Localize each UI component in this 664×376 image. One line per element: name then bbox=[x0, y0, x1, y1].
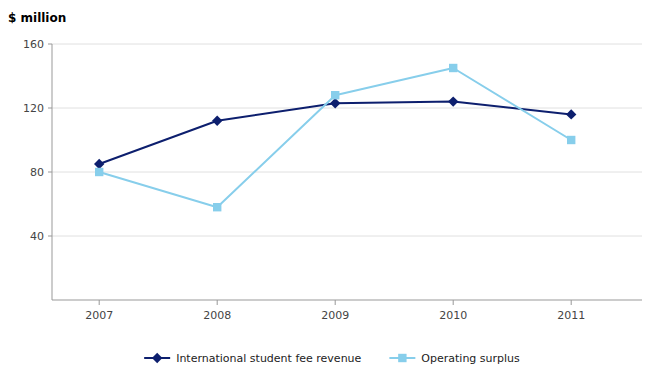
y-tick-label: 40 bbox=[30, 230, 44, 243]
point bbox=[448, 96, 458, 106]
y-tick bbox=[48, 108, 52, 109]
y-tick bbox=[48, 236, 52, 237]
y-axis-line bbox=[52, 44, 53, 300]
y-tick-label: 80 bbox=[30, 166, 44, 179]
y-tick bbox=[48, 44, 52, 45]
y-tick bbox=[48, 172, 52, 173]
x-tick-label: 2008 bbox=[203, 309, 231, 322]
legend-label: Operating surplus bbox=[421, 352, 520, 365]
point bbox=[449, 64, 457, 72]
x-tick bbox=[335, 300, 336, 305]
plot-marks bbox=[94, 64, 576, 212]
x-tick-label: 2011 bbox=[557, 309, 585, 322]
x-tick bbox=[571, 300, 572, 305]
x-tick bbox=[99, 300, 100, 305]
y-axis-label: $ million bbox=[8, 11, 66, 25]
point bbox=[213, 203, 221, 211]
grid-line bbox=[52, 44, 642, 45]
chart: 40 80 120 160 2007 2008 2009 2010 2011 $ million I… bbox=[0, 0, 664, 376]
point bbox=[95, 168, 103, 176]
legend: International student fee revenue Operati… bbox=[144, 352, 520, 365]
y-tick-label: 160 bbox=[23, 38, 44, 51]
point bbox=[94, 159, 104, 169]
point bbox=[567, 136, 575, 144]
x-tick-label: 2010 bbox=[439, 309, 467, 322]
point bbox=[212, 116, 222, 126]
x-axis-line bbox=[52, 300, 642, 301]
x-tick-label: 2007 bbox=[85, 309, 113, 322]
grid-line bbox=[52, 172, 642, 173]
grid-line bbox=[52, 108, 642, 109]
point bbox=[566, 109, 576, 119]
series-line bbox=[99, 68, 571, 207]
legend-label: International student fee revenue bbox=[176, 352, 361, 365]
y-tick-label: 120 bbox=[23, 102, 44, 115]
x-tick bbox=[217, 300, 218, 305]
legend-marker bbox=[152, 353, 162, 363]
x-tick-label: 2009 bbox=[321, 309, 349, 322]
x-tick bbox=[453, 300, 454, 305]
grid-line bbox=[52, 236, 642, 237]
point bbox=[331, 91, 339, 99]
legend-marker bbox=[398, 354, 406, 362]
series-line bbox=[99, 102, 571, 164]
